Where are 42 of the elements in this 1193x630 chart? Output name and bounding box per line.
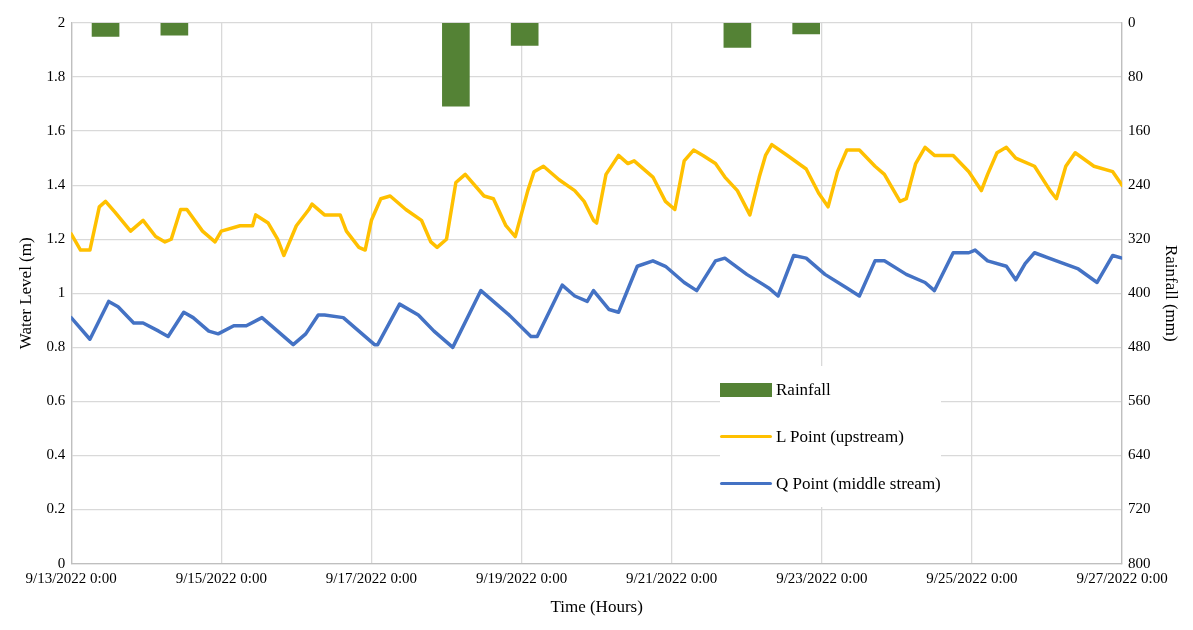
- legend-label: Q Point (middle stream): [776, 473, 941, 494]
- x-tick-label: 9/23/2022 0:00: [776, 569, 868, 586]
- y2-tick-label: 0: [1128, 13, 1136, 30]
- y-tick-label: 1.8: [46, 68, 66, 84]
- x-tick-label: 9/25/2022 0:00: [926, 569, 1018, 586]
- y2-axis-title: Rainfall (mm): [1162, 244, 1182, 342]
- y2-tick-label: 560: [1128, 392, 1151, 409]
- x-tick-label: 9/21/2022 0:00: [626, 569, 718, 586]
- legend-label: Rainfall: [776, 379, 831, 400]
- y-tick-label: 0: [57, 554, 66, 571]
- x-tick-label: 9/13/2022 0:00: [25, 569, 117, 586]
- y2-tick-label: 160: [1128, 122, 1151, 139]
- y2-tick-label: 640: [1128, 446, 1151, 463]
- bar: [723, 23, 752, 48]
- x-tick-label: 9/15/2022 0:00: [175, 569, 267, 586]
- y2-tick-label: 800: [1128, 554, 1151, 571]
- y-tick-label: 1.4: [46, 176, 66, 193]
- x-tick-label: 9/27/2022 0:00: [1076, 569, 1168, 586]
- y2-tick-label: 720: [1128, 500, 1151, 517]
- y-tick-label: 1.2: [46, 230, 66, 247]
- bar: [160, 23, 189, 36]
- bar: [792, 23, 821, 35]
- y-tick-label: 1: [57, 284, 66, 301]
- x-axis-title: Time (Hours): [550, 597, 643, 617]
- y-tick-label: 1.6: [46, 122, 66, 139]
- y2-tick-label: 480: [1128, 338, 1151, 355]
- legend-label: L Point (upstream): [776, 426, 904, 447]
- y-tick-label: 0.6: [46, 392, 66, 409]
- y-tick-label: 0.2: [46, 500, 66, 517]
- x-tick-label: 9/19/2022 0:00: [475, 569, 568, 586]
- bar: [510, 23, 539, 46]
- y2-tick-label: 320: [1128, 230, 1151, 247]
- y2-tick-label: 240: [1128, 176, 1151, 193]
- y-axis-title: Water Level (m): [15, 237, 35, 350]
- x-tick-label: 9/17/2022 0:00: [325, 569, 418, 586]
- y-tick-label: 0.8: [46, 338, 66, 355]
- y2-tick-label: 80: [1128, 68, 1144, 84]
- bar: [442, 23, 470, 107]
- y-tick-label: 0.4: [46, 446, 66, 463]
- bar: [91, 23, 120, 37]
- y-tick-label: 2: [57, 13, 66, 30]
- y2-tick-label: 400: [1128, 284, 1151, 301]
